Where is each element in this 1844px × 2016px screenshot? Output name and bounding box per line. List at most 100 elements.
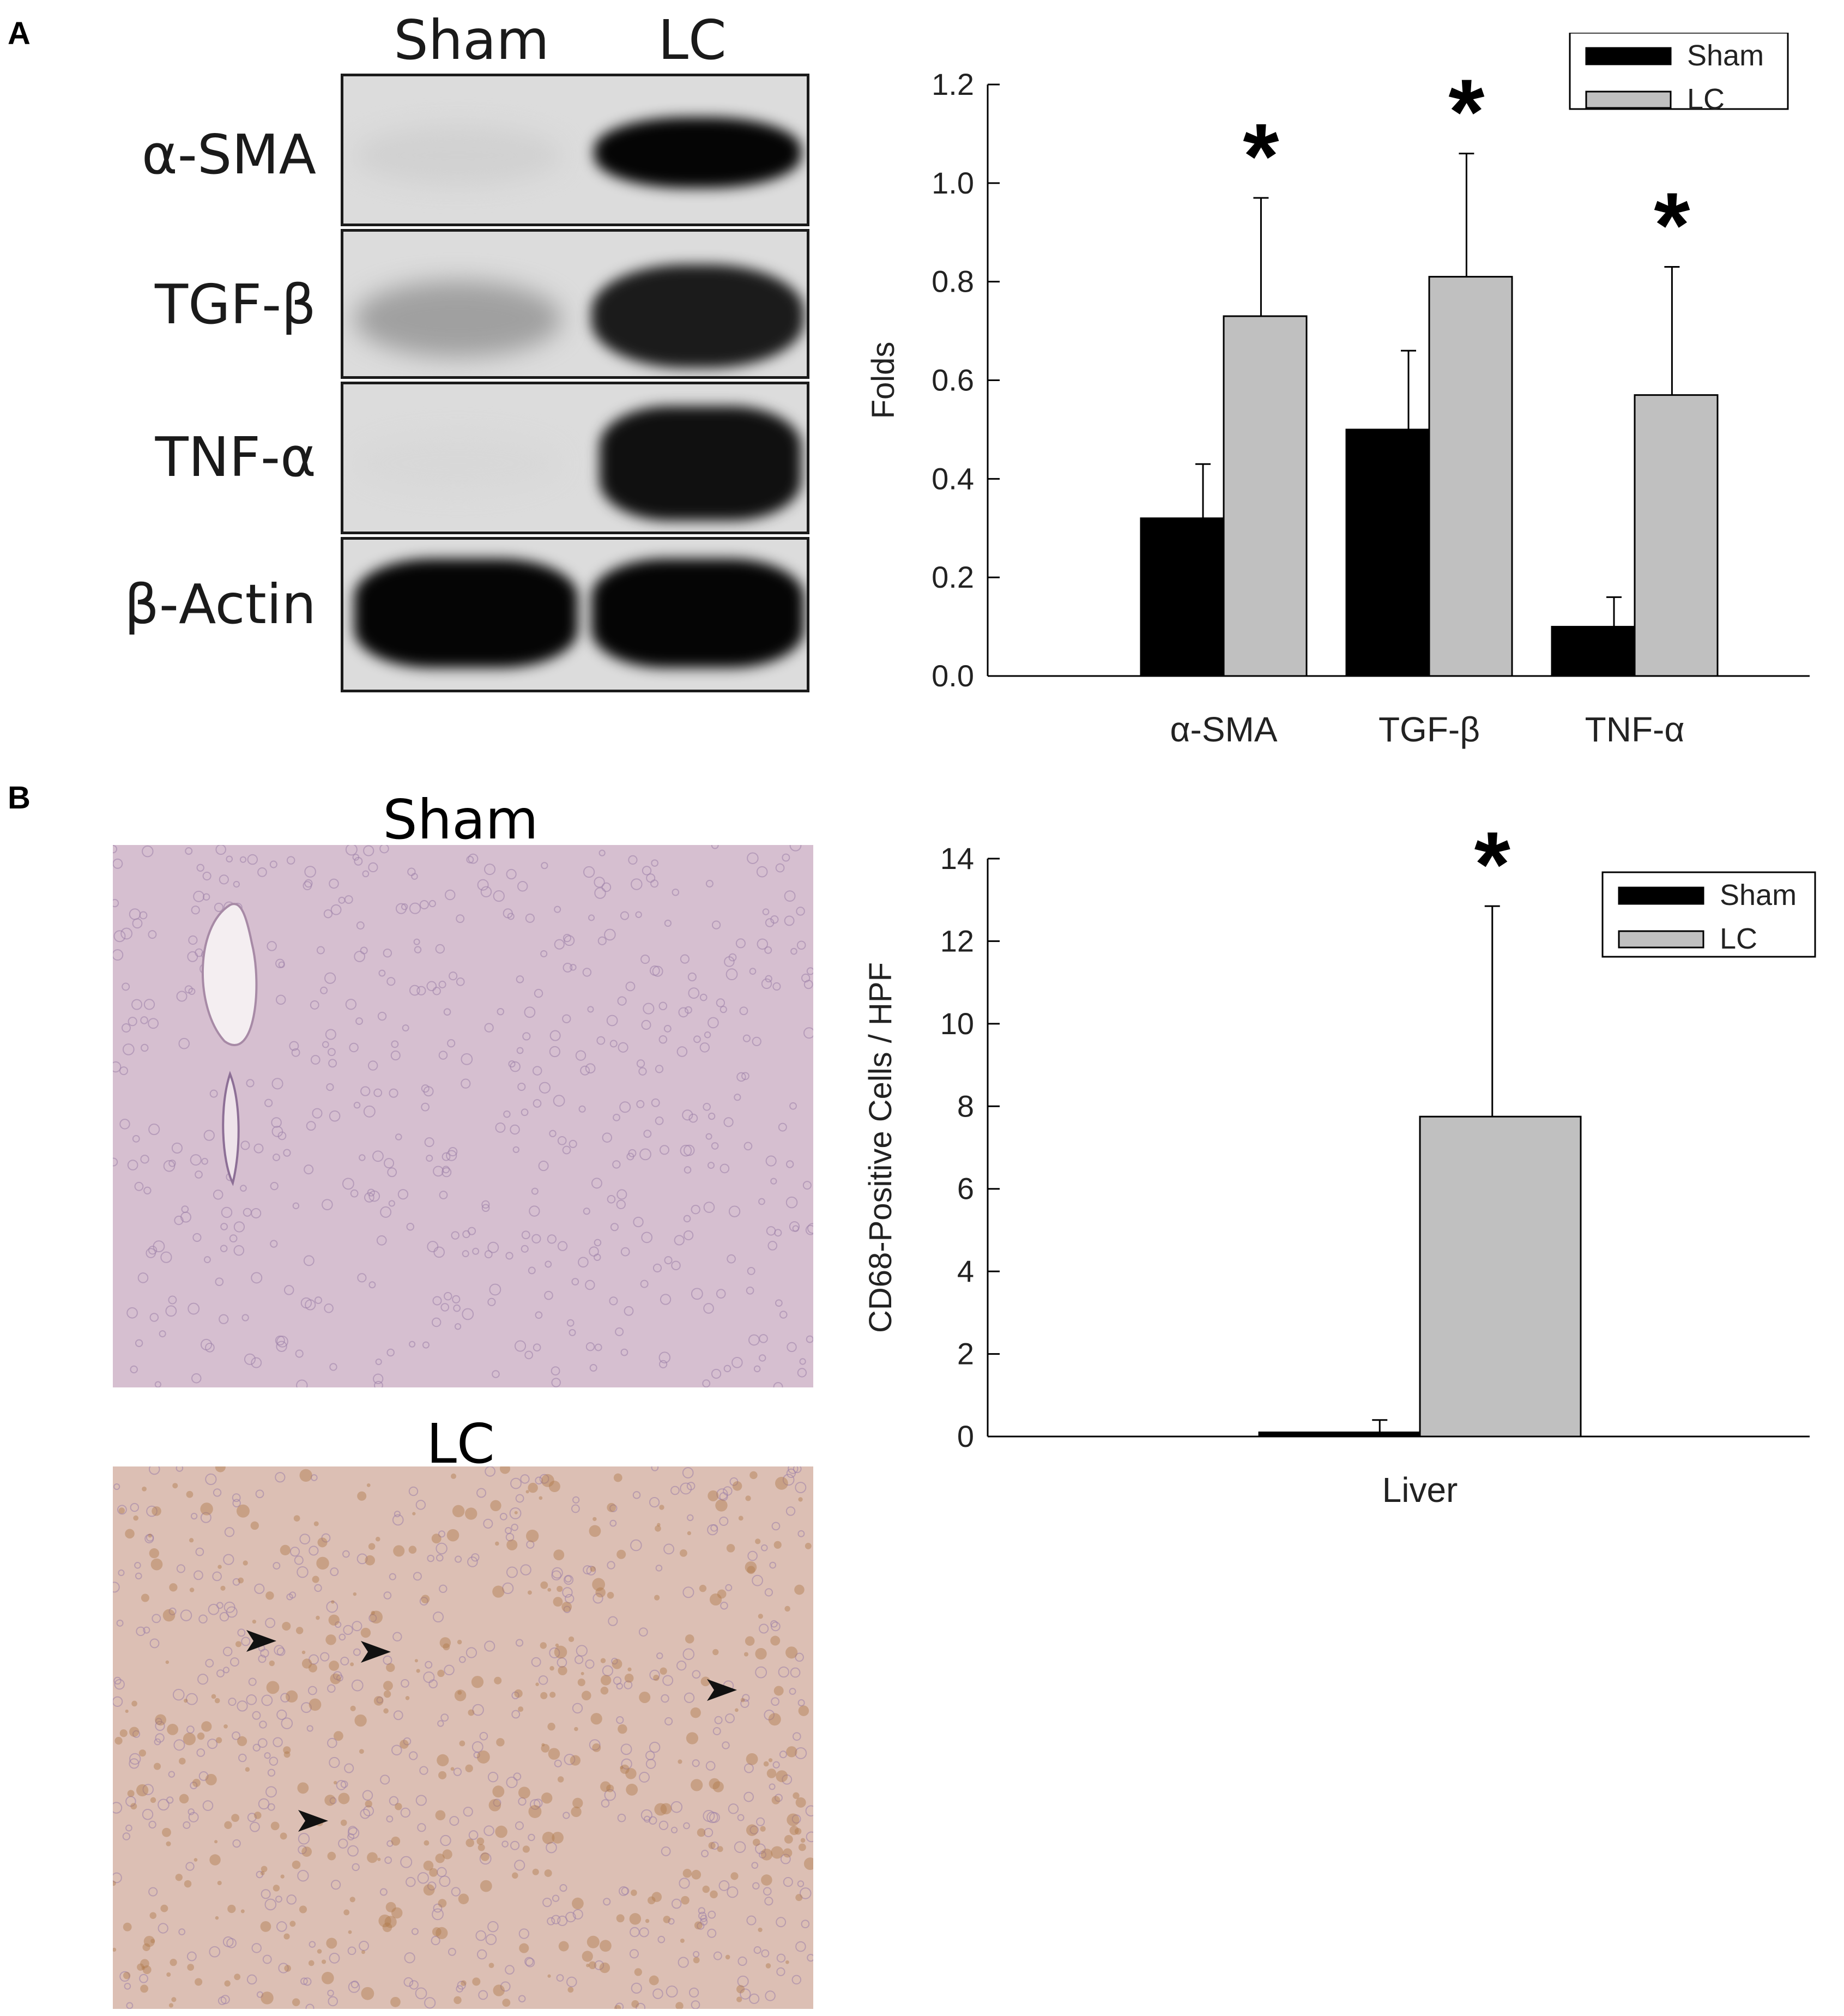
cd68-stain-spot: [795, 1894, 803, 1902]
cell-nucleus: [251, 1943, 262, 1953]
cd68-stain-spot: [340, 1819, 347, 1826]
cd68-stain-spot: [343, 1909, 350, 1916]
cd68-stain-spot: [260, 1871, 265, 1875]
cell-nucleus: [271, 1078, 283, 1090]
cd68-stain-spot: [771, 1796, 781, 1804]
cell-nucleus: [240, 1140, 250, 1150]
cell-nucleus: [447, 1039, 456, 1048]
cell-nucleus: [510, 1061, 521, 1072]
cell-nucleus: [401, 1679, 409, 1688]
cd68-stain-spot: [477, 1844, 485, 1851]
cell-nucleus: [327, 1048, 336, 1057]
cell-nucleus: [222, 1936, 234, 1947]
cell-nucleus: [583, 1208, 590, 1215]
cd68-stain-spot: [183, 1733, 196, 1746]
cell-nucleus: [428, 900, 436, 908]
cell-nucleus: [525, 913, 535, 923]
cd68-stain-spot: [690, 1707, 701, 1718]
cell-nucleus: [406, 1222, 415, 1231]
cell-nucleus: [226, 1606, 238, 1618]
cell-nucleus: [678, 1007, 689, 1018]
cell-nucleus: [149, 1313, 159, 1322]
cell-nucleus: [643, 1003, 655, 1015]
cell-nucleus: [144, 1534, 154, 1544]
cd68-stain-spot: [691, 1779, 703, 1791]
cd68-stain-spot: [746, 1824, 758, 1836]
cell-nucleus: [153, 1240, 165, 1253]
cell-nucleus: [168, 1160, 176, 1167]
cell-nucleus: [789, 1221, 800, 1232]
cell-nucleus: [501, 1840, 509, 1848]
cd68-stain-spot: [540, 1692, 548, 1699]
cell-nucleus: [708, 1112, 716, 1120]
cell-nucleus: [252, 1711, 261, 1720]
cd68-stain-spot: [189, 1538, 194, 1543]
cell-nucleus: [612, 1160, 621, 1169]
cell-nucleus: [222, 1667, 230, 1674]
cell-nucleus: [682, 1467, 694, 1478]
cd68-stain-spot: [269, 1660, 275, 1667]
cell-nucleus: [270, 1181, 279, 1191]
cd68-stain-spot: [189, 1588, 195, 1592]
cell-nucleus: [271, 1126, 283, 1137]
cd68-stain-spot: [557, 1585, 563, 1592]
cell-nucleus: [725, 1713, 735, 1723]
cell-nucleus: [759, 1623, 769, 1634]
cell-nucleus: [538, 1675, 548, 1685]
cd68-stain-spot: [261, 1991, 274, 2005]
cell-nucleus: [223, 1554, 234, 1565]
cell-nucleus: [609, 1504, 618, 1512]
cell-nucleus: [749, 1993, 760, 2004]
cell-nucleus: [776, 1953, 786, 1963]
cell-nucleus: [712, 1727, 721, 1735]
cell-nucleus: [436, 1542, 448, 1555]
cell-nucleus: [200, 1512, 211, 1523]
cell-nucleus: [522, 1032, 531, 1041]
cell-nucleus: [515, 1639, 524, 1647]
cell-nucleus: [641, 1019, 651, 1030]
cell-nucleus: [556, 1974, 564, 1982]
cell-nucleus: [393, 1710, 403, 1721]
cell-nucleus: [328, 1996, 338, 2007]
cd68-stain-spot: [165, 1660, 170, 1664]
cell-nucleus: [484, 1023, 494, 1033]
cell-nucleus: [797, 1699, 805, 1706]
cell-nucleus: [720, 1163, 730, 1174]
cell-nucleus: [269, 1757, 279, 1766]
cell-nucleus: [651, 859, 658, 867]
cd68-stain-spot: [227, 1904, 236, 1914]
cell-nucleus: [606, 1015, 618, 1027]
cell-nucleus: [565, 1911, 576, 1923]
cd68-stain-spot: [678, 1759, 682, 1764]
cell-nucleus: [113, 1061, 122, 1073]
cell-nucleus: [602, 1132, 613, 1143]
cell-nucleus: [782, 1774, 793, 1785]
cell-nucleus: [511, 1710, 521, 1719]
cd68-stain-spot: [261, 1866, 268, 1873]
cell-nucleus: [304, 879, 313, 888]
cd68-stain-spot: [141, 1966, 146, 1970]
cell-nucleus: [509, 1507, 522, 1519]
cell-nucleus: [286, 856, 295, 865]
cd68-stain-spot: [253, 1812, 262, 1819]
blot-strip-tgf-b: [341, 229, 809, 379]
cell-nucleus: [286, 1894, 297, 1905]
cd68-stain-spot: [348, 1930, 352, 1934]
cell-nucleus: [680, 954, 690, 964]
cd68-stain-spot: [768, 1713, 781, 1726]
cd68-stain-spot: [647, 1896, 656, 1905]
cd68-stain-spot: [555, 1643, 559, 1647]
cell-nucleus: [770, 1620, 778, 1628]
cell-nucleus: [658, 1820, 669, 1831]
cell-nucleus: [359, 1940, 369, 1951]
cell-nucleus: [783, 1877, 793, 1887]
cd68-stain-spot: [252, 1620, 256, 1624]
cell-nucleus: [304, 1164, 314, 1175]
cell-nucleus: [140, 1155, 149, 1164]
cell-nucleus: [703, 1103, 711, 1111]
cell-nucleus: [485, 1934, 497, 1945]
cell-nucleus: [345, 845, 358, 856]
cd68-stain-spot: [789, 1826, 799, 1836]
cd68-stain-spot: [681, 1896, 690, 1905]
cell-nucleus: [364, 1192, 374, 1203]
